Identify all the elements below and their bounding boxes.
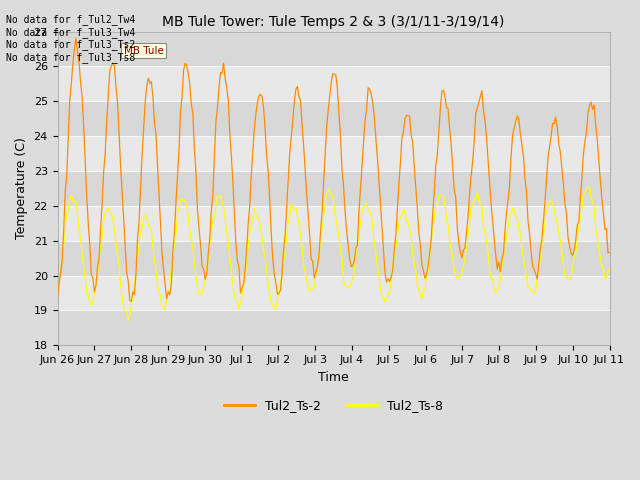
Title: MB Tule Tower: Tule Temps 2 & 3 (3/1/11-3/19/14): MB Tule Tower: Tule Temps 2 & 3 (3/1/11-… <box>163 15 505 29</box>
Bar <box>58 136 609 171</box>
Bar <box>58 311 609 345</box>
Bar <box>58 240 609 276</box>
Bar <box>58 101 609 136</box>
Text: No data for f_Tul2_Tw4
No data for f_Tul3_Tw4
No data for f_Tul3_Ts2
No data for: No data for f_Tul2_Tw4 No data for f_Tul… <box>6 14 136 63</box>
Text: MB Tule: MB Tule <box>124 46 164 56</box>
Bar <box>58 32 609 66</box>
Bar <box>58 171 609 206</box>
Y-axis label: Temperature (C): Temperature (C) <box>15 137 28 240</box>
Bar <box>58 276 609 311</box>
Bar <box>58 66 609 101</box>
Legend: Tul2_Ts-2, Tul2_Ts-8: Tul2_Ts-2, Tul2_Ts-8 <box>219 395 448 418</box>
X-axis label: Time: Time <box>318 371 349 384</box>
Bar <box>58 206 609 240</box>
